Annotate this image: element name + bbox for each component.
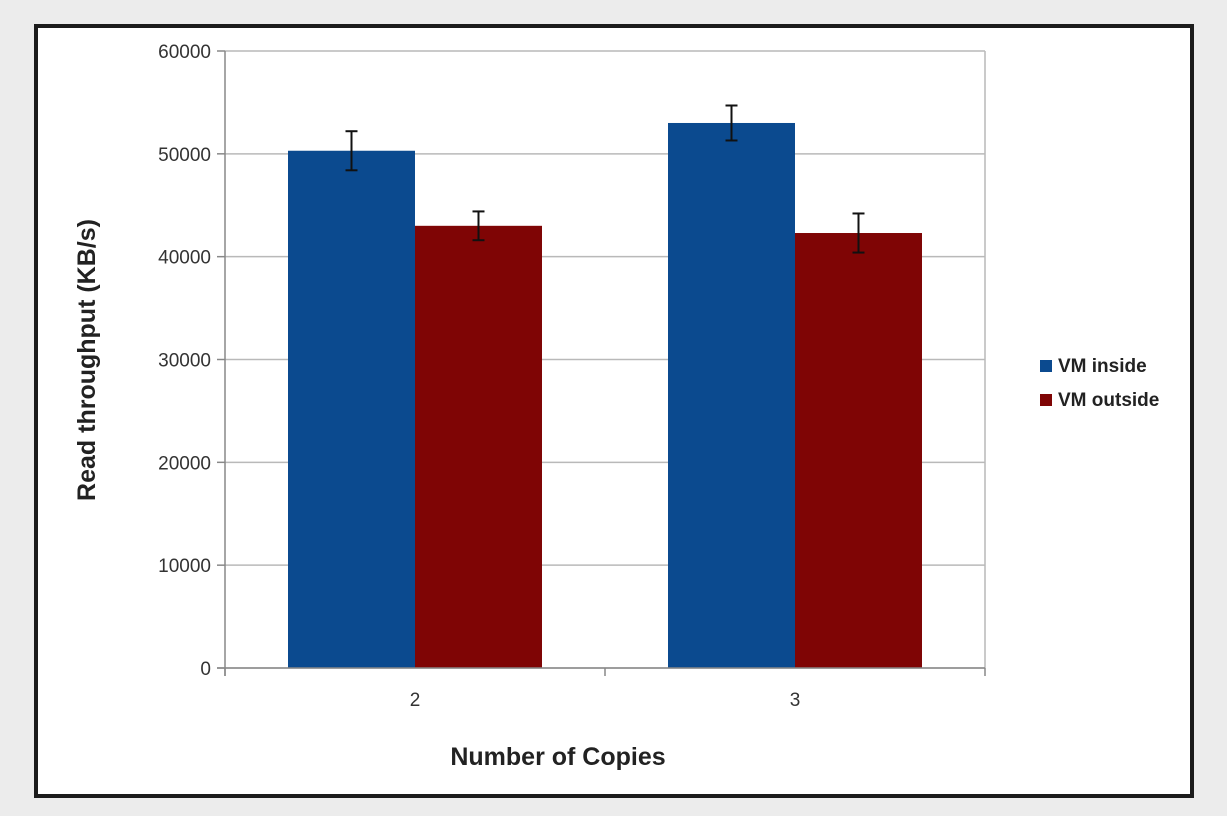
y-axis-title: Read throughput (KB/s)	[73, 219, 101, 501]
bars	[288, 122, 922, 669]
y-tick-label: 40000	[158, 248, 211, 269]
y-tick-label: 0	[200, 659, 211, 680]
legend-label: VM outside	[1058, 390, 1159, 411]
y-tick-label: 30000	[158, 351, 211, 372]
error-bars	[345, 104, 865, 254]
y-tick-label: 20000	[158, 453, 211, 474]
bar	[415, 225, 542, 669]
legend: VM inside VM outside	[1040, 356, 1159, 411]
legend-swatch	[1040, 360, 1052, 372]
y-tick-label: 50000	[158, 145, 211, 166]
x-tick-label: 3	[790, 690, 801, 711]
axes: 0 10000 20000 30000 40000 50000 60000 2 3	[158, 42, 986, 711]
legend-label: VM inside	[1058, 356, 1147, 377]
x-tick-label: 2	[410, 690, 421, 711]
y-tick-label: 60000	[158, 42, 211, 63]
y-tick-label: 10000	[158, 556, 211, 577]
x-axis-title: Number of Copies	[450, 743, 665, 771]
legend-swatch	[1040, 394, 1052, 406]
bar	[288, 150, 415, 668]
bar	[668, 122, 795, 668]
bar	[795, 233, 922, 668]
chart-frame	[34, 24, 1194, 798]
